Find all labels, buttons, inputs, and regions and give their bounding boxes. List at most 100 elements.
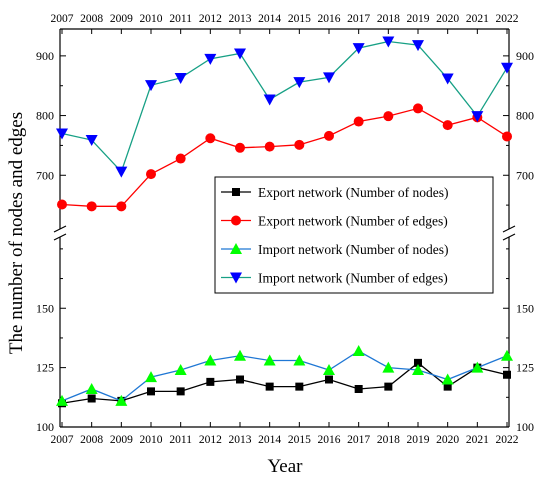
x-tick-label-top: 2019	[407, 13, 430, 25]
data-point	[115, 166, 128, 178]
data-point	[206, 377, 215, 386]
series-line	[61, 350, 508, 402]
axis-break-right-2	[502, 233, 516, 241]
data-point	[353, 116, 364, 127]
data-point	[56, 394, 68, 406]
series-line	[61, 362, 508, 404]
x-tick-label-bottom: 2016	[318, 434, 341, 446]
x-tick-label-bottom: 2018	[377, 434, 400, 446]
data-point	[204, 354, 217, 366]
data-point	[293, 354, 306, 366]
data-point	[412, 364, 424, 375]
data-point	[442, 120, 453, 131]
legend: Export network (Number of nodes) Export n…	[214, 176, 494, 294]
data-point	[264, 141, 275, 152]
data-point	[175, 153, 186, 164]
data-point	[384, 382, 393, 391]
axis-break-right-1	[502, 225, 516, 233]
x-tick-label-top: 2022	[496, 13, 519, 25]
x-tick-label-bottom: 2020	[436, 434, 459, 446]
legend-marker	[230, 243, 242, 254]
data-point	[85, 383, 98, 394]
x-tick-label-top: 2013	[229, 13, 252, 25]
x-tick-label-bottom: 2012	[199, 434, 222, 446]
y-tick-label-left: 900	[36, 49, 54, 63]
x-tick-label-bottom: 2008	[80, 434, 103, 446]
y-tick-label-right: 100	[516, 420, 534, 434]
x-axis-title: Year	[267, 456, 303, 477]
data-point	[85, 135, 98, 147]
x-tick-label-bottom: 2014	[258, 434, 281, 446]
data-point	[382, 36, 395, 48]
legend-box	[214, 176, 494, 294]
x-tick-label-bottom: 2019	[407, 434, 430, 446]
data-point	[174, 72, 187, 84]
data-point	[441, 373, 454, 385]
y-tick-label-left: 125	[36, 361, 54, 375]
axis-ticks: 2007 2007 2008 2008 2009 2009 2010 2010 2011 2011…	[36, 13, 534, 446]
plot-frame	[53, 28, 516, 428]
x-tick-label-bottom: 2022	[496, 434, 519, 446]
x-tick-label-bottom: 2009	[110, 434, 133, 446]
axis-break-left-1	[53, 225, 67, 233]
series-2	[57, 103, 512, 212]
data-point	[235, 142, 245, 153]
data-point	[146, 169, 156, 180]
data-point	[412, 40, 424, 52]
y-tick-label-right: 700	[516, 168, 534, 182]
y-tick-label-right: 150	[516, 301, 534, 315]
data-point	[413, 103, 423, 114]
x-tick-label-top: 2018	[377, 13, 400, 25]
data-point	[234, 349, 246, 361]
y-tick-label-right: 125	[516, 361, 534, 375]
x-tick-label-bottom: 2010	[140, 434, 163, 446]
x-tick-label-top: 2008	[80, 13, 103, 25]
series-3	[56, 345, 513, 406]
data-point	[147, 387, 155, 396]
x-tick-label-bottom: 2011	[169, 434, 192, 446]
x-tick-label-bottom: 2017	[347, 434, 370, 446]
y-tick-label-right: 900	[516, 49, 534, 63]
data-point	[443, 382, 452, 391]
data-point	[501, 62, 513, 74]
data-point	[502, 131, 512, 142]
series-layer	[56, 36, 513, 408]
y-tick-label-left: 800	[36, 109, 54, 123]
data-point	[176, 387, 185, 396]
data-point	[57, 199, 67, 210]
legend-marker	[232, 188, 240, 196]
data-point	[204, 53, 217, 65]
data-point	[324, 130, 334, 141]
y-tick-label-left: 700	[36, 168, 54, 182]
data-point	[325, 375, 333, 384]
x-tick-label-top: 2017	[347, 13, 370, 25]
x-tick-label-top: 2007	[51, 13, 74, 25]
data-point	[293, 77, 306, 89]
data-point	[354, 385, 363, 393]
data-point	[234, 48, 246, 60]
x-tick-label-bottom: 2015	[288, 434, 311, 446]
data-point	[116, 201, 127, 212]
data-point	[263, 94, 276, 106]
legend-label: Import network (Number of nodes)	[258, 242, 448, 257]
x-tick-label-bottom: 2021	[466, 434, 489, 446]
data-point	[352, 43, 365, 55]
series-line	[61, 107, 508, 207]
data-point	[56, 128, 68, 140]
y-axis-title: The number of nodes and edges	[6, 112, 27, 354]
series-line	[61, 40, 508, 173]
data-point	[145, 80, 157, 92]
data-point	[115, 394, 128, 406]
data-point	[382, 361, 395, 373]
data-point	[263, 354, 276, 366]
data-point	[414, 358, 422, 367]
data-point	[145, 371, 157, 383]
data-point	[174, 364, 187, 375]
data-point	[441, 73, 454, 85]
x-tick-label-top: 2020	[436, 13, 459, 25]
x-tick-label-top: 2009	[110, 13, 133, 25]
legend-marker	[230, 272, 242, 284]
x-tick-label-top: 2011	[169, 13, 192, 25]
data-point	[352, 345, 365, 356]
